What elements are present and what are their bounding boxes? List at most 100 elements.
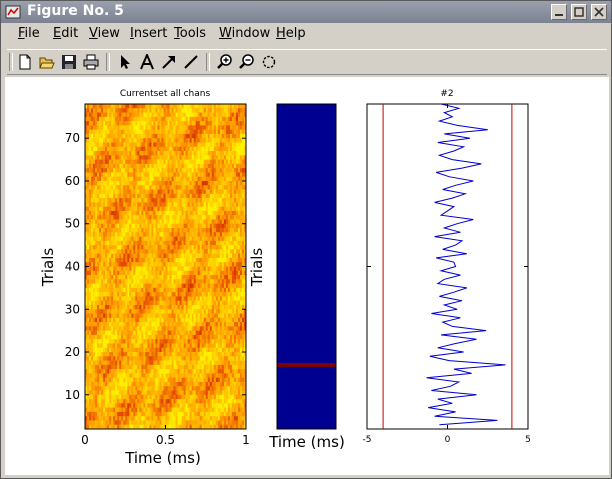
heatmap-cell	[135, 180, 138, 186]
heatmap-cell	[129, 253, 132, 259]
text-tool-button[interactable]	[137, 52, 157, 72]
heatmap-cell	[139, 266, 142, 272]
heatmap-cell	[151, 223, 154, 229]
menu-view[interactable]: View	[89, 26, 120, 41]
heatmap-cell	[167, 266, 170, 272]
heatmap-cell	[181, 168, 184, 173]
heatmap-cell	[113, 116, 116, 122]
heatmap-cell	[161, 283, 164, 289]
heatmap-cell	[181, 262, 184, 267]
heatmap-cell	[215, 159, 219, 165]
heatmap-cell	[169, 326, 172, 331]
pointer-button[interactable]	[115, 52, 135, 72]
heatmap-cell	[213, 279, 217, 284]
heatmap-cell	[149, 172, 152, 177]
heatmap-cell	[193, 176, 196, 182]
menu-tools[interactable]: Tools	[174, 26, 207, 41]
heatmap-cell	[147, 283, 150, 289]
heatmap-cell	[215, 347, 219, 353]
heatmap-cell	[143, 240, 146, 246]
heatmap-cell	[123, 287, 126, 293]
heatmap-cell	[107, 334, 110, 340]
line-tool-button[interactable]	[181, 52, 201, 72]
heatmap-cell	[243, 343, 247, 349]
zoom-out-button[interactable]	[237, 52, 257, 72]
heatmap-cell	[175, 253, 178, 259]
heatmap-cell	[203, 364, 207, 370]
print-button[interactable]	[81, 52, 101, 72]
heatmap-cell	[159, 104, 162, 109]
heatmap-cell	[151, 304, 154, 310]
heatmap-cell	[145, 334, 148, 340]
heatmap-cell	[135, 232, 138, 237]
heatmap-cell	[133, 112, 136, 118]
heatmap-cell	[115, 193, 118, 199]
heatmap-cell	[91, 163, 94, 169]
save-button[interactable]	[59, 52, 79, 72]
heatmap-cell	[167, 193, 170, 199]
heatmap-cell	[147, 275, 150, 280]
heatmap-cell	[225, 270, 229, 276]
heatmap-cell	[239, 262, 243, 267]
close-button[interactable]	[591, 4, 607, 20]
heatmap-cell	[119, 283, 122, 289]
heatmap-cell	[151, 228, 154, 233]
heatmap-cell	[179, 121, 182, 126]
heatmap-cell	[171, 176, 174, 182]
heatmap-cell	[131, 129, 134, 135]
heatmap-cell	[231, 223, 235, 229]
heatmap-cell	[181, 275, 184, 280]
heatmap-cell	[87, 151, 90, 156]
heatmap-cell	[157, 266, 160, 272]
heatmap-cell	[155, 347, 158, 353]
heatmap-cell	[91, 245, 94, 250]
heatmap-cell	[189, 210, 192, 216]
rotate-button[interactable]	[259, 52, 279, 72]
heatmap-cell	[221, 300, 225, 306]
heatmap-cell	[191, 210, 194, 216]
heatmap-cell	[99, 176, 102, 182]
heatmap-cell	[197, 339, 201, 344]
heatmap-cell	[97, 228, 100, 233]
open-file-button[interactable]	[37, 52, 57, 72]
heatmap-cell	[99, 155, 102, 160]
heatmap-cell	[225, 116, 229, 122]
heatmap-cell	[181, 364, 184, 370]
heatmap-cell	[199, 262, 203, 267]
minimize-button[interactable]	[551, 4, 567, 20]
heatmap-cell	[229, 334, 233, 340]
heatmap-cell	[115, 151, 118, 156]
heatmap-cell	[189, 198, 192, 203]
menu-insert[interactable]: Insert	[130, 26, 168, 41]
heatmap-cell	[231, 236, 235, 242]
new-file-button[interactable]	[15, 52, 35, 72]
heatmap-cell	[205, 240, 209, 246]
maximize-button[interactable]	[571, 4, 587, 20]
heatmap-cell	[113, 309, 116, 314]
heatmap-cell	[93, 159, 96, 165]
heatmap-cell	[243, 142, 247, 148]
menu-window[interactable]: Window	[219, 26, 271, 41]
menu-edit[interactable]: Edit	[53, 26, 79, 41]
title-bar[interactable]: Figure No. 5	[1, 1, 611, 23]
heatmap-cell	[125, 215, 128, 220]
heatmap-cell	[109, 168, 112, 173]
heatmap-cell	[219, 330, 223, 336]
heatmap-cell	[167, 108, 170, 113]
menu-file[interactable]: File	[18, 26, 40, 41]
heatmap-cell	[193, 279, 196, 284]
menu-help[interactable]: Help	[276, 26, 306, 41]
heatmap-cell	[87, 168, 90, 173]
heatmap-cell	[183, 317, 186, 323]
heatmap-cell	[177, 364, 180, 370]
arrow-tool-button[interactable]	[159, 52, 179, 72]
heatmap-cell	[157, 202, 160, 207]
heatmap-cell	[137, 283, 140, 289]
heatmap-cell	[119, 125, 122, 130]
zoom-in-button[interactable]	[215, 52, 235, 72]
heatmap-cell	[119, 146, 122, 152]
heatmap-cell	[227, 193, 231, 199]
heatmap-cell	[187, 232, 190, 237]
heatmap-cell	[203, 283, 207, 289]
